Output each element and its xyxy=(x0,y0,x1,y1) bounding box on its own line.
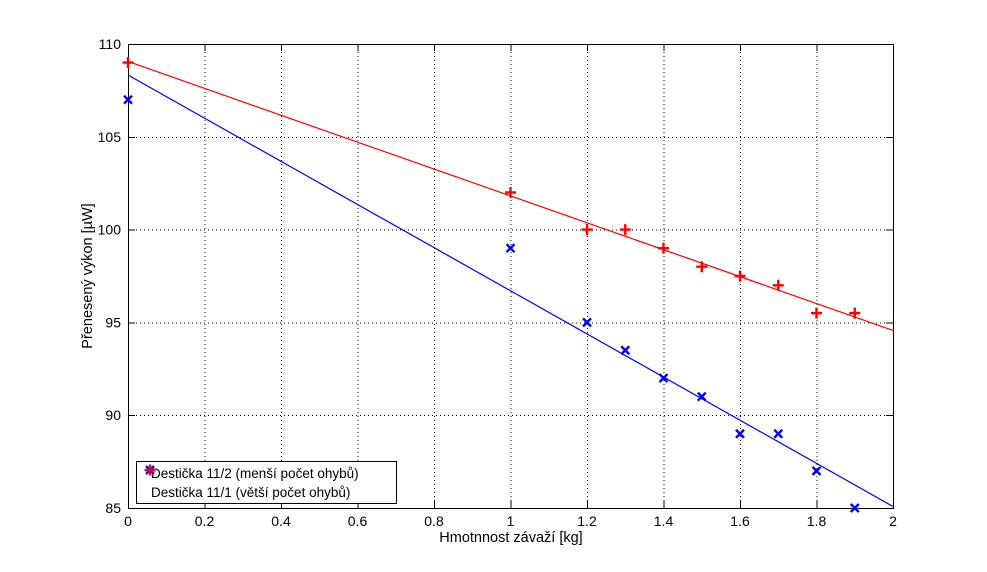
x-tick-label: 1 xyxy=(507,513,515,529)
x-tick-label: 0.2 xyxy=(195,513,215,529)
legend-label: Destička 11/2 (menší počet ohybů) xyxy=(151,466,359,481)
legend-item: Destička 11/1 (větší počet ohybů) xyxy=(137,464,396,502)
y-tick-label: 90 xyxy=(105,407,121,423)
x-tick-label: 1.2 xyxy=(577,513,597,529)
x-tick-label: 1.6 xyxy=(730,513,750,529)
data-point-x-marker xyxy=(811,466,822,476)
data-point-plus-marker xyxy=(581,224,593,236)
y-tick-label: 95 xyxy=(105,314,121,330)
x-tick-label: 0 xyxy=(124,513,132,529)
x-tick-label: 2 xyxy=(889,513,897,529)
data-point-plus-marker xyxy=(849,307,861,319)
data-point-plus-marker xyxy=(811,307,822,319)
legend-label: Destička 11/1 (větší počet ohybů) xyxy=(151,485,351,500)
data-point-plus-marker xyxy=(734,270,746,282)
data-point-plus-marker xyxy=(122,57,134,69)
x-tick-label: 1.8 xyxy=(807,513,827,529)
data-point-x-marker xyxy=(696,391,707,402)
plus-marker-glyph xyxy=(144,464,156,476)
data-point-plus-marker xyxy=(658,242,669,254)
y-tick-label: 85 xyxy=(105,500,121,516)
plus-marker-icon xyxy=(144,464,156,476)
y-tick-label: 100 xyxy=(98,222,122,238)
x-tick-label: 1.4 xyxy=(654,513,674,529)
y-axis-label: Přenesený výkon [µW] xyxy=(80,203,96,349)
data-point-plus-marker xyxy=(505,186,516,198)
legend-item: Destička 11/2 (menší počet ohybů) xyxy=(137,464,396,483)
data-point-x-marker xyxy=(735,428,745,439)
data-point-x-marker xyxy=(773,428,784,439)
data-point-x-marker xyxy=(582,317,592,328)
data-point-x-marker xyxy=(658,373,669,383)
fit-line xyxy=(127,74,894,508)
y-tick-label: 105 xyxy=(98,129,122,145)
x-tick-label: 0.6 xyxy=(348,513,368,529)
data-point-x-marker xyxy=(123,94,133,105)
data-point-plus-marker xyxy=(772,279,784,291)
y-tick-label: 110 xyxy=(99,36,122,52)
data-point-x-marker xyxy=(620,345,631,356)
x-tick-label: 0.4 xyxy=(271,513,291,529)
x-tick-label: 0.8 xyxy=(424,513,444,529)
x-axis-label: Hmotnnost závaží [kg] xyxy=(439,530,583,546)
data-point-x-marker xyxy=(505,243,516,254)
legend: Destička 11/2 (menší počet ohybů) Destič… xyxy=(136,461,397,504)
data-point-plus-marker xyxy=(619,224,631,236)
data-point-plus-marker xyxy=(696,261,708,273)
data-point-x-marker xyxy=(849,503,860,513)
